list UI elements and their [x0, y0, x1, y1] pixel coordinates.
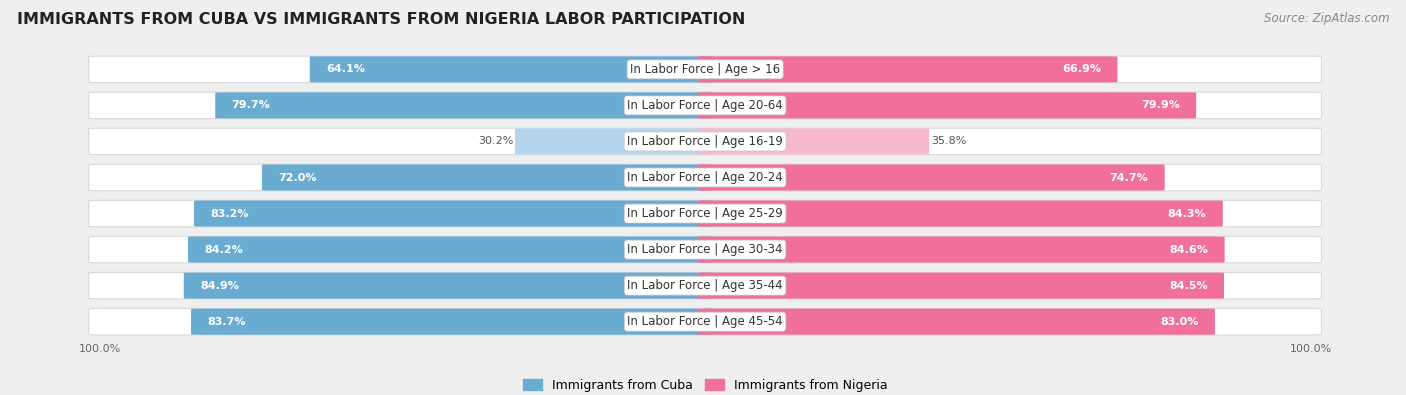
FancyBboxPatch shape: [697, 273, 1225, 299]
FancyBboxPatch shape: [188, 237, 713, 263]
FancyBboxPatch shape: [89, 164, 1322, 191]
Text: 79.9%: 79.9%: [1140, 100, 1180, 111]
Text: In Labor Force | Age 20-24: In Labor Force | Age 20-24: [627, 171, 783, 184]
Text: 35.8%: 35.8%: [931, 136, 966, 147]
Text: 84.6%: 84.6%: [1170, 245, 1208, 255]
FancyBboxPatch shape: [697, 237, 1225, 263]
FancyBboxPatch shape: [697, 308, 1215, 335]
FancyBboxPatch shape: [697, 128, 929, 154]
Text: 84.5%: 84.5%: [1168, 280, 1208, 291]
FancyBboxPatch shape: [697, 164, 1164, 190]
FancyBboxPatch shape: [89, 56, 1322, 83]
FancyBboxPatch shape: [194, 201, 713, 227]
FancyBboxPatch shape: [191, 308, 713, 335]
Text: In Labor Force | Age 25-29: In Labor Force | Age 25-29: [627, 207, 783, 220]
Text: Source: ZipAtlas.com: Source: ZipAtlas.com: [1264, 12, 1389, 25]
Text: In Labor Force | Age 45-54: In Labor Force | Age 45-54: [627, 315, 783, 328]
FancyBboxPatch shape: [89, 200, 1322, 227]
Text: In Labor Force | Age 30-34: In Labor Force | Age 30-34: [627, 243, 783, 256]
Text: 84.2%: 84.2%: [204, 245, 243, 255]
FancyBboxPatch shape: [215, 92, 713, 118]
FancyBboxPatch shape: [309, 56, 713, 83]
Text: 64.1%: 64.1%: [326, 64, 366, 74]
Text: In Labor Force | Age 20-64: In Labor Force | Age 20-64: [627, 99, 783, 112]
FancyBboxPatch shape: [89, 92, 1322, 118]
FancyBboxPatch shape: [262, 164, 713, 190]
Text: In Labor Force | Age 16-19: In Labor Force | Age 16-19: [627, 135, 783, 148]
Text: In Labor Force | Age > 16: In Labor Force | Age > 16: [630, 63, 780, 76]
Text: 30.2%: 30.2%: [478, 136, 513, 147]
Text: In Labor Force | Age 35-44: In Labor Force | Age 35-44: [627, 279, 783, 292]
FancyBboxPatch shape: [184, 273, 713, 299]
FancyBboxPatch shape: [697, 92, 1197, 118]
Text: 66.9%: 66.9%: [1062, 64, 1101, 74]
Text: 74.7%: 74.7%: [1109, 173, 1149, 182]
Text: 83.7%: 83.7%: [207, 317, 246, 327]
FancyBboxPatch shape: [89, 273, 1322, 299]
Text: 84.3%: 84.3%: [1168, 209, 1206, 218]
FancyBboxPatch shape: [697, 56, 1118, 83]
FancyBboxPatch shape: [515, 128, 713, 154]
Text: 83.2%: 83.2%: [211, 209, 249, 218]
Text: 72.0%: 72.0%: [278, 173, 316, 182]
Text: 79.7%: 79.7%: [232, 100, 270, 111]
FancyBboxPatch shape: [697, 201, 1223, 227]
FancyBboxPatch shape: [89, 236, 1322, 263]
Text: IMMIGRANTS FROM CUBA VS IMMIGRANTS FROM NIGERIA LABOR PARTICIPATION: IMMIGRANTS FROM CUBA VS IMMIGRANTS FROM …: [17, 12, 745, 27]
FancyBboxPatch shape: [89, 128, 1322, 155]
FancyBboxPatch shape: [89, 308, 1322, 335]
Text: 84.9%: 84.9%: [200, 280, 239, 291]
Legend: Immigrants from Cuba, Immigrants from Nigeria: Immigrants from Cuba, Immigrants from Ni…: [517, 374, 893, 395]
Text: 83.0%: 83.0%: [1160, 317, 1198, 327]
